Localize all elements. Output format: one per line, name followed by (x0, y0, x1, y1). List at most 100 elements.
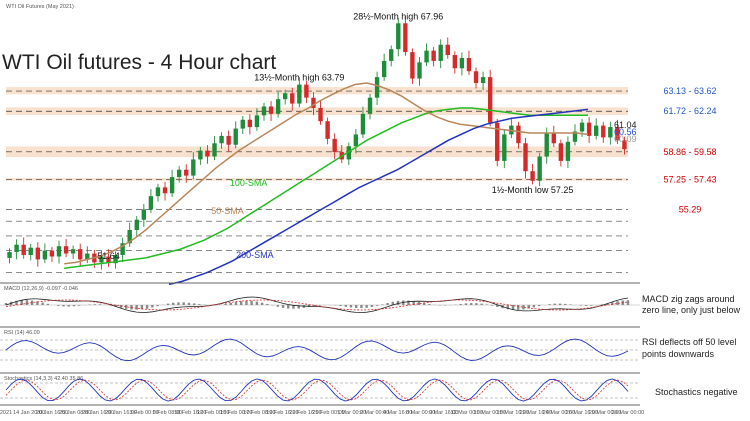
macd-bar-96 (506, 305, 509, 310)
macd-bar-34 (182, 302, 185, 305)
candle-body-10 (78, 249, 83, 260)
macd-bar-32 (172, 302, 175, 305)
macd-bar-98 (517, 305, 520, 310)
macd-bar-101 (532, 305, 536, 308)
stoch-note: Stochastics negative (655, 387, 738, 397)
x-tick-label-13: 22 Feb 16:00 (289, 410, 321, 416)
macd-bar-37 (198, 304, 201, 305)
level-label-5: 58.86 - 59.58 (663, 147, 716, 157)
x-tick-label-6: 3 Feb 00:00 (130, 410, 159, 416)
level-label-1: 61.72 - 62.24 (663, 106, 716, 116)
x-tick-label-18: 8 Mar 00:00 (406, 410, 435, 416)
candle-body-77 (551, 132, 556, 144)
candle-body-39 (283, 93, 288, 100)
macd-bar-7 (41, 302, 44, 305)
x-tick-label-1: 14 Jan 20:00 (13, 410, 45, 416)
rsi-header: RSI (14) 46.09 (4, 330, 40, 336)
x-tick-label-15: 1 Mar 00:00 (337, 410, 366, 416)
chart-annotations: 28½-Month high 67.96 13½-Month high 63.79… (97, 11, 573, 261)
macd-bar-94 (496, 305, 499, 307)
macd-bar-90 (475, 303, 478, 305)
macd-bar-14 (77, 305, 81, 306)
candle-body-42 (304, 84, 309, 98)
candle-body-67 (480, 77, 486, 83)
candle-body-2 (21, 244, 26, 256)
macd-bar-89 (469, 303, 473, 305)
candle-body-7 (56, 246, 62, 257)
x-tick-label-24: 24 Mar 00:00 (543, 410, 575, 416)
macd-bar-117 (616, 301, 619, 305)
candle-body-31 (226, 135, 231, 145)
macd-bar-110 (579, 305, 583, 306)
macd-bar-105 (553, 303, 557, 305)
x-tick-label-7: 5 Feb 08:00 (153, 410, 182, 416)
macd-bar-12 (67, 305, 70, 307)
candle-body-30 (219, 135, 224, 144)
macd-bar-35 (187, 302, 191, 305)
annotation-2: 1½-Month low 57.25 (492, 185, 574, 195)
candle-body-14 (106, 256, 111, 264)
macd-bar-111 (584, 305, 588, 306)
candle-body-40 (290, 93, 295, 104)
candle-body-38 (275, 99, 281, 114)
macd-bar-47 (250, 301, 253, 305)
candle-body-55 (396, 23, 401, 50)
macd-bar-17 (93, 304, 97, 305)
macd-bar-53 (281, 305, 285, 308)
candle-body-53 (381, 60, 387, 78)
candle-body-8 (63, 246, 69, 254)
macd-bar-112 (590, 305, 593, 306)
sma-line-0 (64, 107, 588, 269)
candle-body-15 (113, 255, 118, 264)
candle-body-43 (311, 97, 316, 108)
candle-body-18 (134, 219, 139, 231)
macd-bar-99 (522, 305, 525, 310)
candle-body-58 (417, 62, 422, 79)
macd-bar-88 (464, 303, 468, 305)
macd-bar-10 (57, 305, 60, 306)
macd-bar-56 (297, 305, 300, 309)
candle-body-76 (544, 132, 549, 157)
candle-body-82 (586, 122, 592, 136)
legend-item-0: 100-SMA (230, 178, 268, 188)
macd-histogram (4, 300, 630, 310)
candle-body-16 (120, 243, 125, 256)
macd-bar-8 (46, 303, 50, 305)
candle-body-52 (374, 77, 380, 98)
candle-body-29 (212, 143, 217, 157)
candle-body-23 (169, 177, 175, 194)
stochastic-k-line (5, 378, 629, 402)
candle-body-11 (85, 253, 90, 260)
x-tick-label-25: 26 Mar 16:00 (566, 410, 598, 416)
x-tick-label-3: 25 Jan 08:00 (59, 410, 91, 416)
macd-bar-20 (109, 305, 112, 306)
legend-item-2: 200-SMA (236, 250, 274, 260)
x-tick-label-4: 28 Jan 16:00 (82, 410, 114, 416)
candle-body-56 (403, 23, 408, 53)
macd-bar-93 (490, 305, 494, 306)
candle-body-5 (42, 250, 48, 260)
macd-bar-49 (260, 302, 264, 305)
macd-bar-60 (318, 305, 321, 306)
candle-body-13 (99, 256, 104, 263)
candle-body-80 (572, 131, 578, 142)
candle-body-85 (608, 127, 613, 138)
macd-bar-72 (381, 304, 384, 305)
candle-body-62 (445, 44, 450, 56)
macd-bar-75 (396, 300, 400, 305)
macd-bar-26 (140, 305, 144, 310)
x-tick-label-26: 29 Mar 00:00 (589, 410, 621, 416)
candle-body-21 (155, 187, 161, 197)
chart-header-label: WTI Oil Futures (May 2021) (6, 4, 74, 10)
x-tick-label-0: 2021 (0, 410, 12, 416)
macd-bar-119 (626, 300, 630, 305)
macd-bar-104 (548, 304, 551, 305)
macd-bar-67 (355, 305, 358, 308)
level-label-2: 61.04 (614, 120, 637, 130)
candle-body-32 (233, 128, 238, 145)
macd-bar-107 (564, 303, 567, 305)
x-tick-label-17: 4 Mar 16:00 (383, 410, 412, 416)
macd-bar-50 (266, 303, 269, 305)
